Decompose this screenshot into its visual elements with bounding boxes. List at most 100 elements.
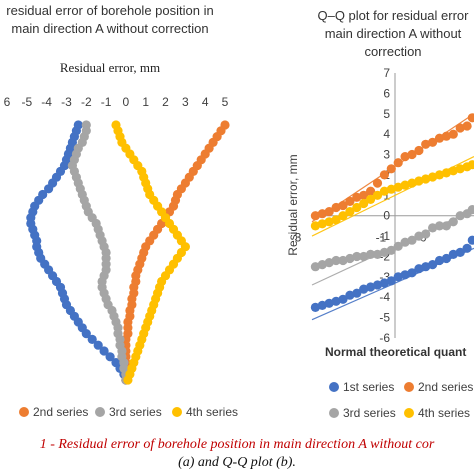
right-y-tick-label: 0: [383, 209, 390, 223]
left-x-tick-label: 6: [4, 95, 11, 109]
left-x-tick-label: -2: [81, 95, 92, 109]
right-chart-title-line1: Q–Q plot for residual error: [317, 8, 469, 23]
right-legend-label-1: 1st series: [343, 380, 394, 394]
right-series-3-point: [324, 258, 334, 268]
right-series-4-point: [448, 166, 458, 176]
right-series-3-point: [359, 251, 369, 262]
right-series-3-point: [407, 235, 417, 245]
left-x-tick-label: -5: [21, 95, 32, 109]
left-chart-legend: 2nd series 3rd series 4th series: [19, 405, 238, 419]
right-series-4-point: [352, 202, 362, 213]
right-y-tick-label: 6: [383, 86, 390, 100]
right-series-4-point: [400, 180, 410, 190]
right-series-3-point: [400, 237, 410, 247]
right-series-2-point: [455, 123, 465, 133]
left-x-tick-label: 1: [142, 95, 149, 109]
right-series-1-point: [455, 247, 465, 257]
left-legend-label-3: 3rd series: [109, 405, 162, 419]
right-series-1-point: [352, 288, 362, 298]
left-series-4-point: [123, 375, 133, 385]
right-legend-marker-4: [404, 408, 414, 418]
right-series-2-point: [428, 137, 438, 147]
right-series-2-point: [338, 200, 348, 211]
right-series-2-point: [310, 211, 320, 221]
left-series-1-point: [87, 334, 97, 344]
right-series-3-point: [366, 249, 376, 259]
right-series-4-point: [331, 215, 341, 225]
right-series-1-point: [434, 255, 445, 266]
right-series-2-point: [400, 152, 410, 162]
right-y-tick-label: 3: [383, 148, 390, 162]
right-legend-marker-3: [329, 408, 339, 418]
left-legend-marker-3: [95, 407, 105, 417]
right-series-3-point: [386, 245, 396, 255]
right-series-2-point: [324, 207, 334, 217]
right-series-2-point: [393, 158, 403, 168]
left-x-tick-label: 0: [123, 95, 130, 109]
right-series-2-point: [434, 133, 445, 143]
right-series-4-point: [455, 164, 465, 174]
right-series-1-point: [372, 280, 383, 290]
right-y-tick-label: 7: [383, 66, 390, 80]
left-chart-x-ticks: 6 -5 -4 -3 -2 -1 0 1 2 3 4 5: [4, 95, 229, 109]
right-series-2-point: [441, 131, 451, 141]
right-series-4-point: [386, 184, 396, 194]
right-series-1-point: [379, 278, 389, 288]
right-series-4-point: [467, 160, 474, 170]
right-series-1-point: [407, 268, 417, 278]
right-series-3-point: [434, 221, 445, 231]
right-series-4-point: [421, 174, 431, 184]
right-x-tick-label: -1: [376, 231, 387, 245]
right-series-4-point: [324, 217, 334, 227]
right-series-2-point: [386, 164, 396, 174]
caption-line-2: (a) and Q-Q plot (b).: [178, 455, 296, 470]
right-y-tick-label: 4: [383, 127, 390, 141]
right-series-3-point: [448, 217, 458, 227]
right-series-2-point: [345, 196, 355, 206]
right-series-1-point: [441, 253, 451, 264]
right-series-2-point: [379, 170, 389, 180]
left-x-tick-label: -3: [61, 95, 72, 109]
right-series-1-point: [421, 262, 431, 272]
left-x-tick-label: 3: [182, 95, 189, 109]
right-y-tick-label: 1: [383, 188, 390, 202]
left-x-tick-label: 5: [222, 95, 229, 109]
figure-caption: 1 - Residual error of borehole position …: [0, 436, 474, 472]
left-chart-x-axis-label: Residual error, mm: [60, 60, 160, 75]
left-chart-title-line2: main direction A without correction: [11, 21, 208, 36]
left-legend-marker-4: [172, 407, 182, 417]
right-series-2-point: [421, 139, 431, 149]
right-series-3-point: [379, 247, 389, 257]
left-x-tick-label: -4: [41, 95, 52, 109]
right-series-2-point: [317, 209, 327, 219]
left-series-1-point: [105, 352, 115, 362]
left-legend-marker-2: [19, 407, 29, 417]
right-series-1-point: [448, 249, 458, 259]
left-series-1-point: [99, 346, 109, 356]
right-series-1-point: [345, 290, 355, 300]
right-series-1-point: [324, 298, 334, 308]
right-series-2-point: [372, 178, 383, 188]
right-y-tick-label: -6: [379, 331, 390, 345]
right-series-2-point: [331, 202, 341, 213]
right-series-2-point: [359, 190, 369, 200]
right-series-2-point: [352, 192, 362, 202]
right-series-3-point: [428, 223, 438, 233]
right-series-1-point: [467, 235, 474, 245]
right-series-3-point: [345, 253, 355, 264]
right-series-4-point: [345, 207, 355, 217]
right-legend-label-4: 4th series: [418, 406, 470, 420]
right-series-3-point: [467, 205, 474, 215]
right-series-3-point: [310, 262, 320, 272]
right-series-3-point: [393, 241, 403, 251]
right-series-2-point: [414, 145, 424, 156]
right-series-3-point: [331, 255, 341, 266]
right-series-1-point: [386, 276, 396, 286]
right-series-2-point: [366, 186, 376, 196]
right-chart-legend: 1st series 2nd series 3rd series 4th ser…: [329, 380, 473, 420]
right-series-1-point: [338, 294, 348, 304]
left-x-tick-label: -1: [101, 95, 112, 109]
right-series-4-point: [310, 221, 320, 231]
right-chart-title-line3: correction: [364, 44, 421, 59]
